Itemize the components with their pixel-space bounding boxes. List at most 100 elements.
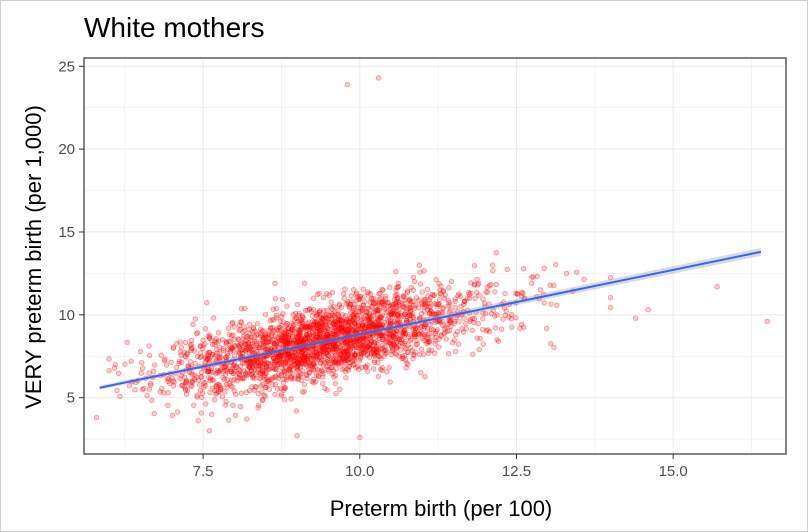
data-point (334, 329, 340, 335)
data-point (274, 339, 280, 345)
data-point (461, 299, 468, 305)
data-point (338, 318, 344, 324)
data-point (436, 336, 442, 342)
data-point (390, 310, 396, 317)
data-point (259, 368, 265, 374)
data-point (277, 351, 284, 357)
data-point (407, 305, 414, 311)
data-point (480, 296, 486, 302)
data-point (297, 365, 303, 371)
data-point (254, 348, 260, 355)
data-point (386, 331, 392, 337)
data-point (264, 366, 270, 372)
data-point (325, 333, 332, 339)
data-point (551, 282, 557, 289)
data-point (311, 326, 317, 332)
data-point (378, 332, 384, 339)
data-point (299, 335, 305, 341)
data-point (334, 340, 341, 347)
data-point (290, 326, 296, 333)
data-point (498, 326, 505, 332)
data-point (297, 329, 303, 335)
data-point (321, 326, 328, 333)
data-point (294, 360, 301, 366)
data-point (314, 351, 321, 357)
data-point (206, 335, 213, 342)
data-point (471, 281, 477, 288)
data-point (394, 312, 400, 318)
data-point (394, 338, 400, 344)
data-point (287, 369, 294, 375)
data-point (306, 330, 312, 337)
data-point (246, 321, 253, 328)
data-point (260, 338, 266, 345)
data-point (316, 311, 322, 318)
data-point (337, 317, 343, 323)
data-point (188, 348, 194, 354)
data-point (246, 346, 252, 352)
data-point (286, 336, 292, 342)
data-point (446, 317, 452, 323)
data-point (280, 332, 286, 339)
data-point (139, 365, 146, 371)
data-point (286, 358, 292, 364)
data-point (387, 321, 394, 327)
data-point (231, 388, 237, 394)
data-point (306, 306, 313, 313)
data-point (336, 325, 343, 331)
data-point (306, 362, 313, 368)
data-point (294, 301, 301, 308)
data-point (390, 310, 396, 317)
data-point (278, 372, 284, 378)
data-point (394, 312, 401, 319)
data-point (170, 344, 177, 350)
data-point (300, 324, 306, 331)
data-point (302, 335, 309, 341)
data-point (493, 281, 499, 288)
data-point (462, 298, 468, 304)
data-point (401, 304, 407, 310)
data-point (299, 360, 306, 367)
data-point (237, 350, 243, 356)
data-point (340, 312, 346, 318)
data-point (392, 292, 398, 298)
data-point (426, 304, 432, 310)
data-point (174, 341, 180, 347)
data-point (246, 344, 252, 351)
data-point (265, 346, 272, 352)
data-point (343, 317, 350, 323)
data-point (360, 302, 366, 309)
data-point (351, 355, 358, 361)
data-point (416, 305, 422, 311)
data-point (299, 339, 305, 345)
data-point (351, 357, 358, 363)
data-point (293, 334, 300, 341)
data-point (223, 341, 229, 347)
data-point (139, 386, 146, 393)
data-point (329, 316, 335, 322)
data-point (378, 332, 384, 338)
data-point (398, 340, 405, 346)
data-point (400, 304, 406, 310)
data-point (380, 298, 386, 305)
data-point (351, 361, 357, 367)
data-point (192, 372, 198, 378)
data-point (304, 363, 310, 369)
data-point (350, 356, 356, 362)
data-point (401, 340, 407, 347)
data-point (412, 330, 418, 336)
data-point (331, 318, 338, 324)
data-point (437, 318, 443, 324)
data-point (167, 380, 173, 387)
data-point (541, 265, 547, 271)
data-point (268, 324, 274, 331)
data-point (581, 276, 587, 282)
data-point (283, 340, 290, 347)
data-point (356, 308, 362, 315)
data-point (319, 349, 325, 355)
data-point (344, 366, 350, 372)
data-point (260, 341, 267, 347)
data-point (427, 311, 433, 317)
data-point (332, 343, 339, 349)
data-point (282, 351, 289, 357)
